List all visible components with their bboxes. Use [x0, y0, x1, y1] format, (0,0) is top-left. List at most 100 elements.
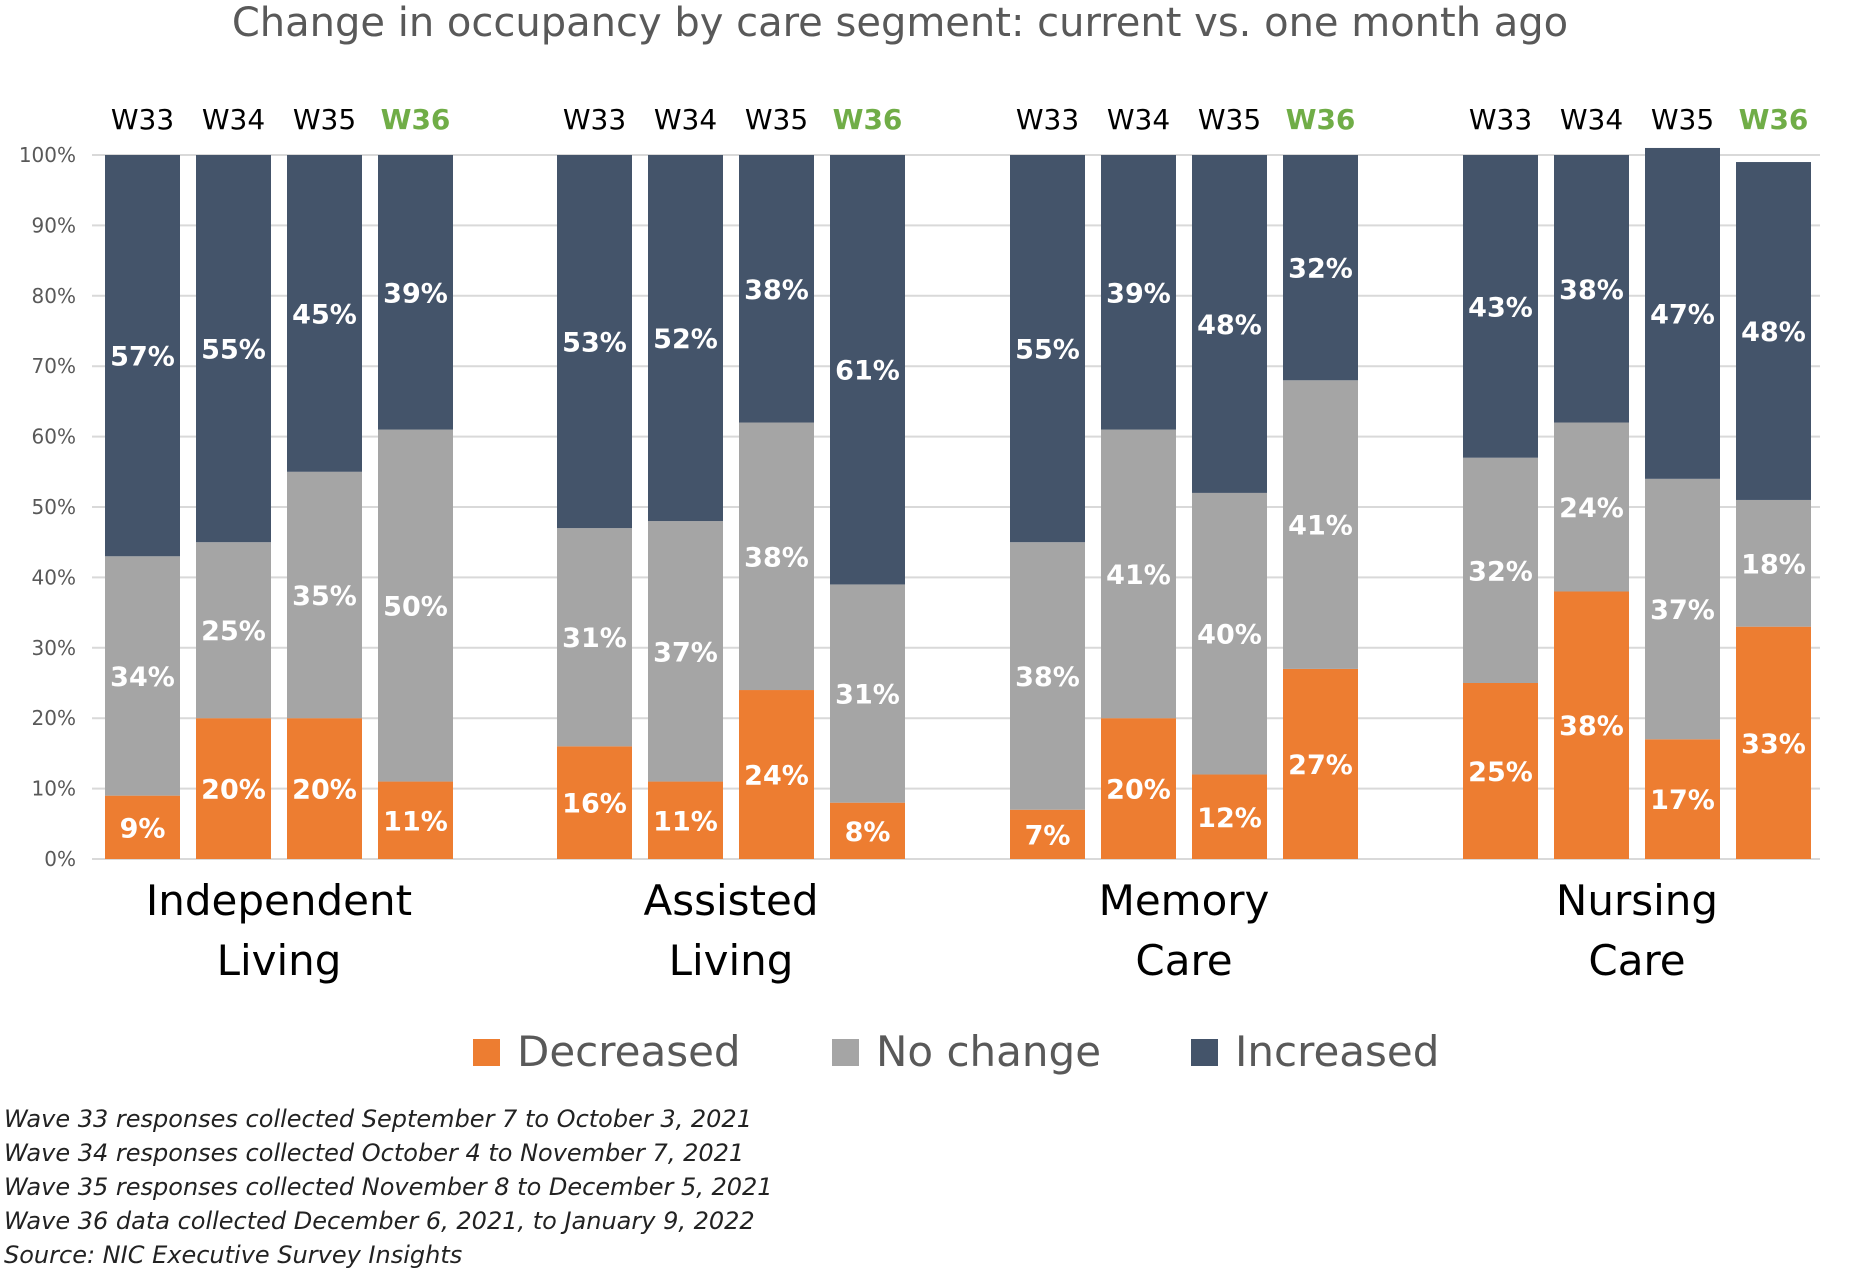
data-label-no-change: 38%: [1015, 662, 1080, 693]
data-label-decreased: 17%: [1650, 785, 1715, 816]
data-label-no-change: 18%: [1741, 549, 1806, 580]
data-label-no-change: 32%: [1468, 556, 1533, 587]
data-label-decreased: 8%: [845, 817, 891, 848]
bar-increased: [1101, 155, 1176, 430]
wave-label-w35: W35: [1198, 103, 1261, 136]
bar-increased: [287, 155, 362, 472]
bar-increased: [648, 155, 723, 522]
wave-label-w36: W36: [1286, 103, 1356, 136]
y-tick-label: 60%: [32, 425, 76, 449]
legend-swatch-increased: [1191, 1039, 1218, 1066]
legend-swatch-decreased: [473, 1039, 500, 1066]
data-label-no-change: 40%: [1197, 620, 1262, 651]
y-tick-label: 80%: [32, 284, 76, 308]
bar-no-change: [1192, 492, 1267, 775]
category-label: Living: [669, 936, 794, 985]
data-label-increased: 38%: [744, 275, 809, 306]
data-label-no-change: 37%: [1650, 595, 1715, 626]
data-label-increased: 38%: [1559, 275, 1624, 306]
bar-decreased: [739, 690, 814, 859]
data-label-decreased: 27%: [1288, 750, 1353, 781]
data-label-decreased: 12%: [1197, 803, 1262, 834]
data-label-no-change: 24%: [1559, 493, 1624, 524]
y-tick-label: 70%: [32, 354, 76, 378]
data-label-decreased: 7%: [1025, 820, 1071, 851]
bar-decreased: [196, 718, 271, 859]
y-tick-label: 10%: [32, 777, 76, 801]
bar-increased: [1736, 162, 1811, 500]
data-label-increased: 39%: [1106, 278, 1171, 309]
category-label: Memory: [1099, 876, 1270, 925]
bar-no-change: [1101, 429, 1176, 719]
data-label-decreased: 38%: [1559, 711, 1624, 742]
bar-decreased: [1192, 774, 1267, 859]
data-label-decreased: 11%: [383, 806, 448, 837]
bar-no-change: [287, 471, 362, 719]
legend-label-decreased: Decreased: [517, 1027, 741, 1076]
y-tick-label: 100%: [19, 143, 76, 167]
legend-label-increased: Increased: [1235, 1027, 1439, 1076]
bar-no-change: [1645, 478, 1720, 740]
bar-decreased: [378, 781, 453, 859]
data-label-increased: 55%: [1015, 335, 1080, 366]
category-label: Care: [1588, 936, 1685, 985]
data-label-no-change: 31%: [835, 680, 900, 711]
bar-no-change: [105, 556, 180, 796]
bar-decreased: [287, 718, 362, 859]
y-tick-label: 40%: [32, 565, 76, 589]
data-label-increased: 55%: [201, 335, 266, 366]
data-label-no-change: 34%: [110, 662, 175, 693]
wave-label-w33: W33: [1016, 103, 1079, 136]
bar-decreased: [105, 795, 180, 859]
category-label: Living: [217, 936, 342, 985]
data-label-no-change: 50%: [383, 592, 448, 623]
bar-increased: [557, 155, 632, 529]
wave-label-w33: W33: [563, 103, 626, 136]
bar-no-change: [1463, 457, 1538, 683]
y-tick-label: 90%: [32, 213, 76, 237]
bar-increased: [830, 155, 905, 585]
legend-label-no-change: No change: [876, 1027, 1101, 1076]
wave-label-w36: W36: [381, 103, 451, 136]
data-label-no-change: 25%: [201, 616, 266, 647]
data-label-no-change: 31%: [562, 623, 627, 654]
category-label: Nursing: [1556, 876, 1718, 925]
bar-increased: [1463, 155, 1538, 458]
data-label-decreased: 25%: [1468, 757, 1533, 788]
data-label-increased: 45%: [292, 299, 357, 330]
category-label: Care: [1135, 936, 1232, 985]
y-tick-label: 20%: [32, 706, 76, 730]
wave-label-w34: W34: [654, 103, 717, 136]
bar-no-change: [739, 422, 814, 691]
bar-increased: [105, 155, 180, 557]
wave-label-w33: W33: [1469, 103, 1532, 136]
bar-no-change: [196, 542, 271, 719]
bar-increased: [1283, 155, 1358, 381]
bar-decreased: [1554, 591, 1629, 859]
y-tick-label: 30%: [32, 636, 76, 660]
bar-decreased: [648, 781, 723, 859]
bar-decreased: [1736, 626, 1811, 859]
data-label-increased: 39%: [383, 278, 448, 309]
wave-label-w34: W34: [1560, 103, 1623, 136]
data-label-increased: 43%: [1468, 292, 1533, 323]
data-label-increased: 61%: [835, 356, 900, 387]
data-label-decreased: 24%: [744, 761, 809, 792]
bar-decreased: [830, 802, 905, 859]
bar-no-change: [830, 584, 905, 803]
bar-no-change: [557, 528, 632, 747]
data-label-decreased: 20%: [201, 775, 266, 806]
legend-swatch-no-change: [832, 1039, 859, 1066]
bar-no-change: [1283, 380, 1358, 669]
bar-no-change: [1554, 422, 1629, 592]
footnote-wave-35: Wave 35 responses collected November 8 t…: [4, 1173, 773, 1201]
wave-label-w35: W35: [1651, 103, 1714, 136]
data-label-increased: 53%: [562, 328, 627, 359]
footnotes: Wave 33 responses collected September 7 …: [4, 1102, 773, 1272]
y-tick-label: 0%: [44, 847, 76, 871]
bar-increased: [1010, 155, 1085, 543]
data-label-decreased: 20%: [1106, 775, 1171, 806]
category-label: Assisted: [643, 876, 818, 925]
footnote-wave-34: Wave 34 responses collected October 4 to…: [4, 1139, 745, 1167]
